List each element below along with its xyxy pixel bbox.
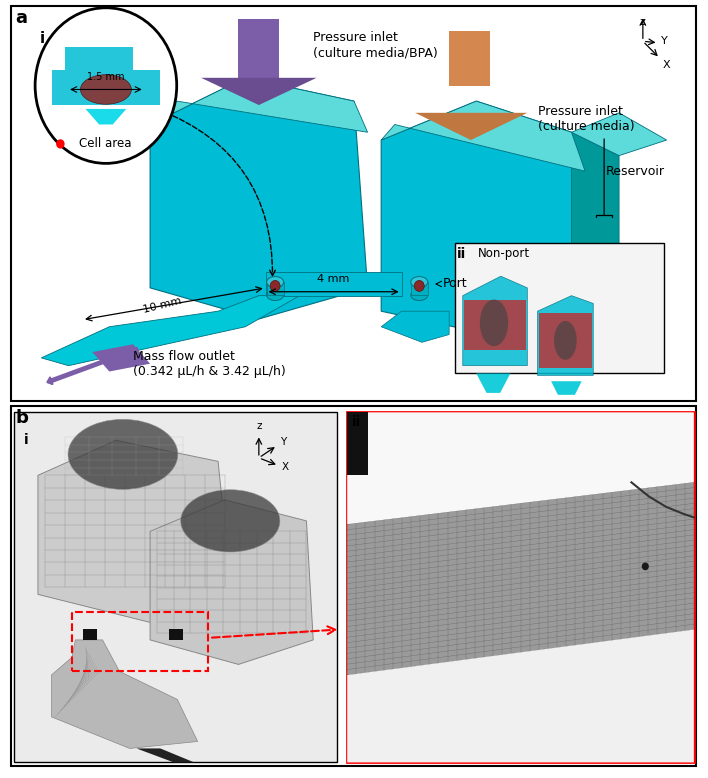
Circle shape (414, 281, 424, 292)
Bar (11, 406, 696, 766)
Bar (455, 243, 664, 373)
Polygon shape (463, 276, 527, 366)
Text: z: z (640, 17, 646, 27)
Polygon shape (150, 78, 367, 319)
Text: b: b (16, 409, 28, 427)
Ellipse shape (411, 277, 428, 288)
Polygon shape (464, 300, 526, 350)
Text: i: i (40, 31, 45, 46)
Polygon shape (347, 482, 694, 675)
Polygon shape (52, 640, 198, 748)
Text: Y: Y (280, 437, 286, 447)
Text: Reservoir: Reservoir (605, 165, 665, 177)
Ellipse shape (267, 289, 284, 300)
Ellipse shape (480, 300, 508, 346)
Polygon shape (347, 412, 368, 475)
Polygon shape (381, 311, 449, 342)
Polygon shape (150, 78, 367, 132)
Bar (11, 6, 696, 401)
Polygon shape (537, 296, 593, 376)
Polygon shape (41, 296, 299, 366)
Text: Mass flow outlet
(0.342 μL/h & 3.42 μL/h): Mass flow outlet (0.342 μL/h & 3.42 μL/h… (133, 350, 286, 378)
Polygon shape (137, 748, 194, 762)
Polygon shape (347, 412, 694, 524)
Polygon shape (239, 19, 279, 78)
Ellipse shape (267, 277, 284, 288)
Text: X: X (663, 60, 670, 69)
Polygon shape (411, 282, 428, 295)
Polygon shape (415, 113, 527, 140)
Text: Port: Port (442, 278, 467, 290)
Text: 10 mm: 10 mm (142, 296, 183, 315)
Text: Cell area: Cell area (79, 138, 131, 150)
Polygon shape (571, 132, 619, 335)
Polygon shape (539, 313, 592, 368)
Polygon shape (267, 282, 284, 295)
Polygon shape (449, 31, 490, 86)
Circle shape (641, 562, 649, 570)
Text: a: a (16, 9, 28, 27)
Polygon shape (150, 499, 313, 664)
Polygon shape (551, 381, 582, 395)
Polygon shape (571, 113, 667, 156)
Polygon shape (92, 344, 150, 372)
Text: Non-port: Non-port (478, 247, 530, 260)
Text: ii: ii (351, 415, 360, 429)
Polygon shape (381, 101, 585, 171)
Polygon shape (266, 272, 401, 296)
Text: 1.5 mm: 1.5 mm (87, 72, 125, 82)
Ellipse shape (68, 419, 178, 489)
Polygon shape (476, 373, 510, 393)
Ellipse shape (411, 289, 428, 300)
Circle shape (35, 8, 177, 163)
Polygon shape (52, 70, 160, 105)
Text: z: z (256, 422, 261, 431)
Text: ii: ii (457, 247, 467, 261)
Text: i: i (24, 433, 29, 447)
Polygon shape (381, 101, 585, 335)
Polygon shape (347, 629, 694, 762)
Text: Pressure inlet
(culture media): Pressure inlet (culture media) (537, 105, 634, 133)
Polygon shape (201, 78, 316, 105)
Circle shape (56, 139, 64, 149)
Bar (72, 612, 208, 671)
Polygon shape (84, 629, 97, 640)
Text: Y: Y (661, 37, 668, 46)
Ellipse shape (554, 321, 577, 360)
Text: Pressure inlet
(culture media/BPA): Pressure inlet (culture media/BPA) (313, 31, 438, 59)
Polygon shape (169, 629, 183, 640)
Text: X: X (282, 462, 289, 472)
Ellipse shape (81, 75, 132, 104)
Polygon shape (38, 440, 232, 622)
Bar (347, 412, 694, 762)
Polygon shape (86, 109, 126, 124)
Circle shape (270, 281, 280, 292)
Polygon shape (65, 47, 133, 70)
Text: 4 mm: 4 mm (317, 274, 350, 284)
Bar (14, 412, 337, 762)
Ellipse shape (181, 490, 280, 552)
